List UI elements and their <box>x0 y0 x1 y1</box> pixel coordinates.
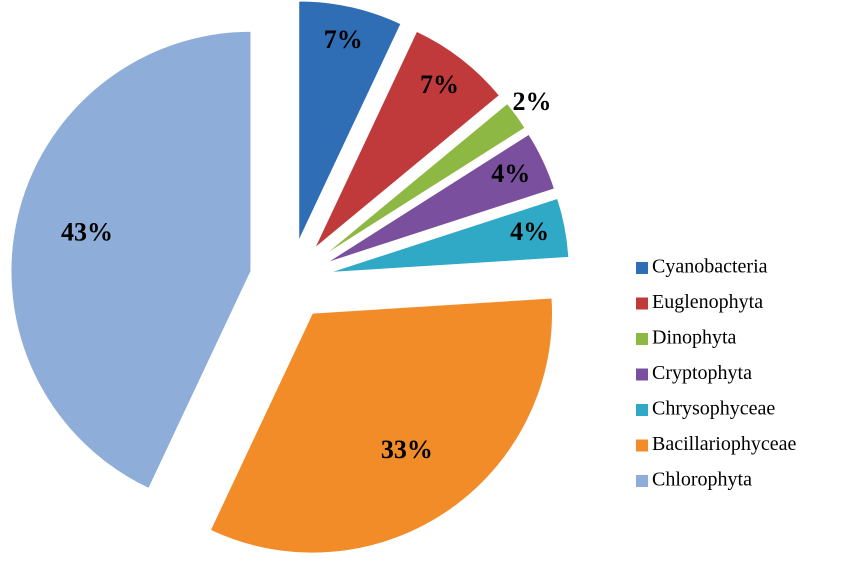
legend-label: Chrysophyceae <box>652 398 775 420</box>
legend-label: Chlorophyta <box>652 469 752 491</box>
legend-swatch <box>636 333 648 345</box>
slice-label: 7% <box>324 25 363 54</box>
legend-label: Cryptophyta <box>652 362 752 384</box>
legend-swatch <box>636 297 648 310</box>
slice-label: 2% <box>513 87 552 116</box>
legend-swatch <box>636 368 648 381</box>
slice-label: 4% <box>491 159 530 188</box>
legend-label: Dinophyta <box>652 327 737 349</box>
legend-swatch <box>636 475 648 487</box>
legend-label: Euglenophyta <box>652 291 763 313</box>
slice-label: 43% <box>61 218 113 247</box>
legend-label: Bacillariophyceae <box>652 433 796 455</box>
pie-slice <box>322 102 526 257</box>
pie-slice <box>325 133 556 264</box>
slice-label: 4% <box>510 217 549 246</box>
legend-swatch <box>636 404 648 416</box>
pie-slice <box>329 197 570 274</box>
legend-swatch <box>636 262 648 274</box>
legend-label: Cyanobacteria <box>652 256 768 278</box>
pie-slice <box>298 0 402 242</box>
pie-slice <box>314 30 501 249</box>
pie-slice <box>209 297 553 554</box>
slice-label: 33% <box>381 435 433 464</box>
slice-label: 7% <box>420 70 459 99</box>
pie-slice <box>10 30 252 490</box>
legend-swatch <box>636 439 648 452</box>
